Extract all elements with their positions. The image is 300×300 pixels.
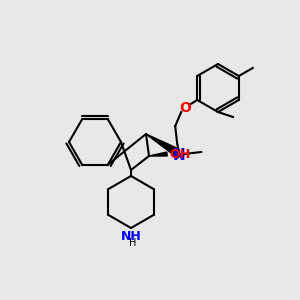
Text: O: O xyxy=(179,101,191,115)
Text: NH: NH xyxy=(121,230,141,243)
Text: N: N xyxy=(173,148,186,164)
Polygon shape xyxy=(146,134,181,158)
Text: H: H xyxy=(129,238,137,248)
Polygon shape xyxy=(146,134,178,153)
Text: OH: OH xyxy=(169,148,190,160)
Text: H: H xyxy=(181,148,190,160)
Polygon shape xyxy=(149,152,167,156)
